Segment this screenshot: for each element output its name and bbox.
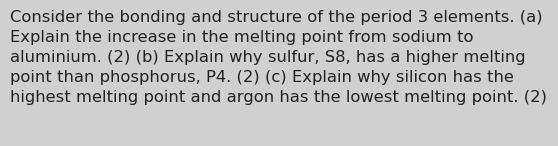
Text: Consider the bonding and structure of the period 3 elements. (a)
Explain the inc: Consider the bonding and structure of th… — [10, 10, 547, 105]
